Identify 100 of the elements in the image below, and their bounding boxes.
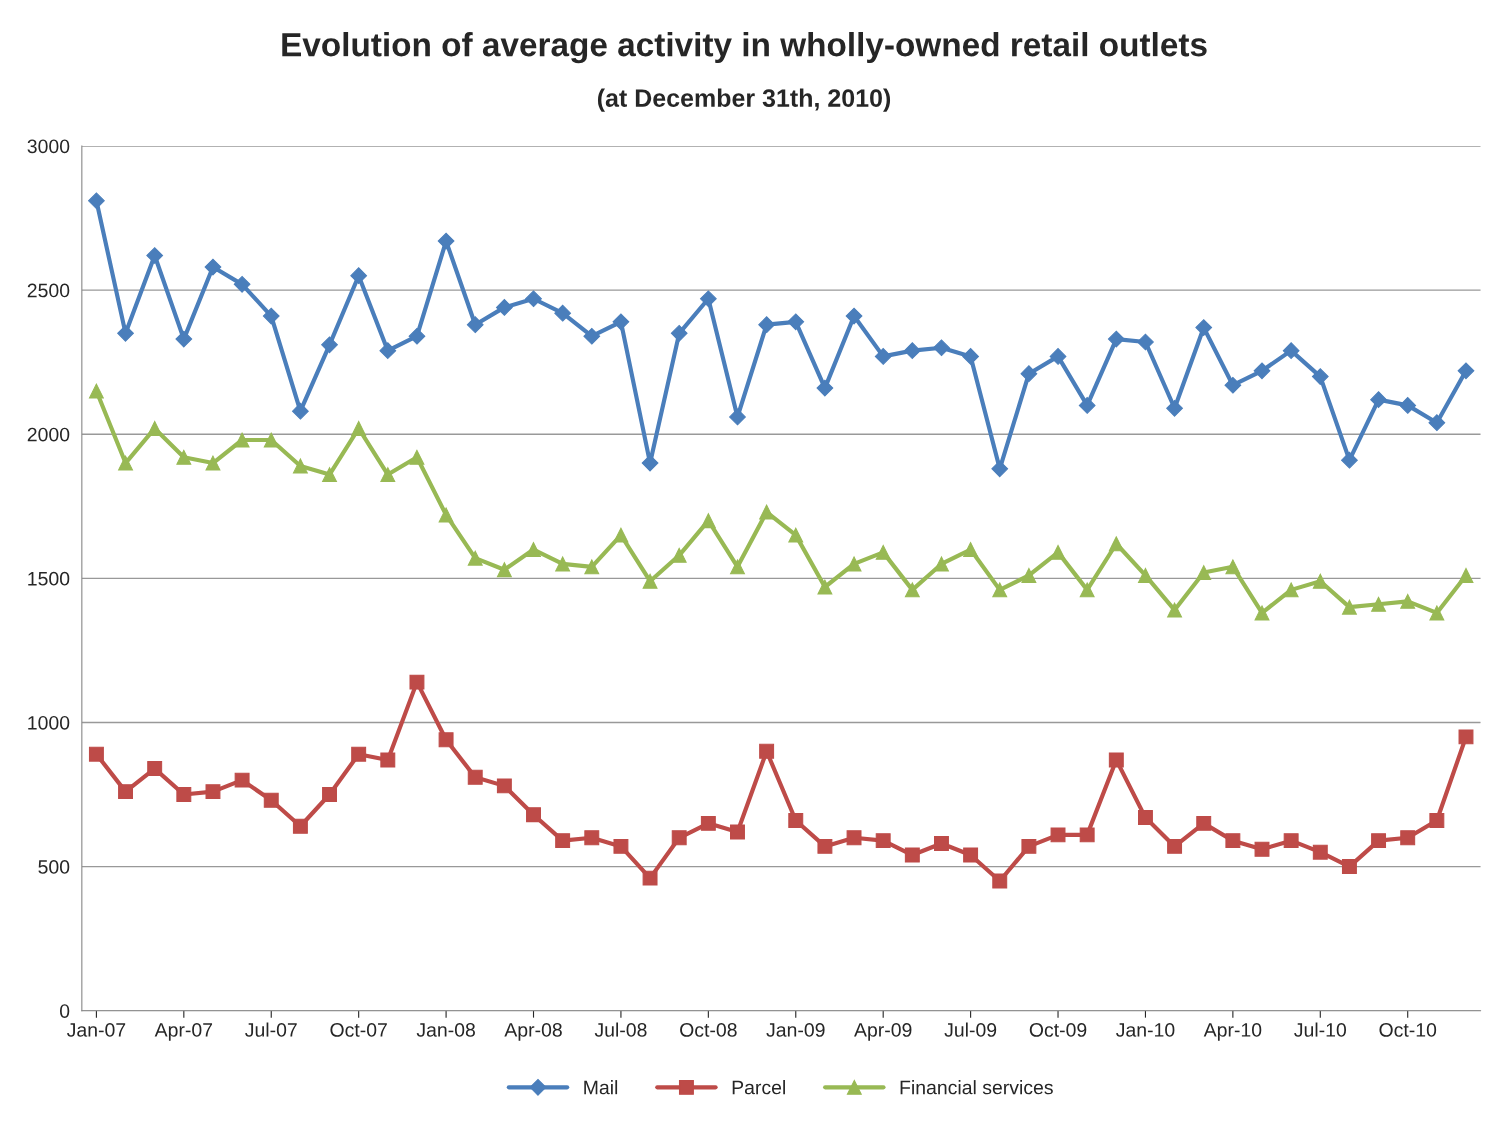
point	[234, 432, 250, 448]
point	[175, 330, 193, 348]
point	[1021, 568, 1037, 583]
point	[1282, 342, 1300, 360]
point	[875, 833, 891, 849]
x-tick-label: Jul-08	[594, 1022, 647, 1037]
x-tick-label: Jan-10	[1116, 1023, 1175, 1037]
point	[118, 784, 134, 800]
point	[1253, 362, 1271, 380]
point	[1137, 333, 1154, 351]
point	[466, 316, 484, 334]
chart-title: Evolution of average activity in wholly-owned retail outlets	[282, 31, 1207, 64]
point	[816, 379, 834, 397]
point	[612, 313, 630, 331]
point	[1428, 414, 1446, 432]
point	[1399, 397, 1417, 414]
legend-label: Mail	[584, 1080, 618, 1095]
point	[584, 559, 600, 575]
point	[351, 746, 367, 762]
point	[700, 815, 716, 831]
point	[875, 544, 891, 560]
point	[1078, 397, 1096, 414]
point	[1108, 752, 1124, 768]
point	[204, 258, 222, 276]
point	[1050, 827, 1066, 843]
y-tick-label: 1000	[28, 715, 70, 730]
point	[642, 870, 658, 886]
point	[1311, 368, 1329, 385]
point	[380, 467, 396, 483]
y-tick-label: 3000	[27, 139, 70, 154]
point	[467, 550, 483, 566]
point	[963, 542, 979, 557]
point	[1458, 729, 1474, 745]
point	[234, 772, 250, 788]
point	[292, 458, 308, 474]
point	[176, 449, 192, 465]
point	[1254, 605, 1270, 621]
point	[467, 769, 483, 785]
point	[350, 267, 368, 285]
point	[263, 792, 279, 808]
point	[1429, 605, 1445, 621]
point	[933, 339, 950, 357]
point	[351, 421, 367, 436]
point	[992, 873, 1008, 889]
point	[1049, 348, 1067, 365]
point	[787, 313, 805, 331]
point	[962, 348, 979, 365]
point	[438, 732, 454, 748]
point	[1167, 602, 1183, 618]
point	[380, 752, 396, 768]
x-tick-label: Oct-07	[330, 1023, 387, 1037]
point	[730, 559, 745, 575]
point	[1312, 844, 1328, 860]
point	[438, 507, 454, 523]
point	[117, 324, 134, 342]
point	[759, 504, 775, 520]
point	[321, 336, 338, 354]
chart-subtitle: (at December 31th, 2010)	[597, 88, 891, 112]
point	[555, 556, 571, 572]
point	[118, 455, 134, 471]
x-tick-label: Oct-08	[680, 1023, 737, 1037]
point	[845, 307, 863, 325]
point	[904, 847, 920, 863]
y-tick-label: 500	[38, 860, 70, 874]
point	[671, 547, 687, 563]
point	[205, 784, 221, 800]
point	[1371, 833, 1387, 849]
point	[846, 830, 862, 846]
point	[1400, 830, 1416, 846]
point	[934, 836, 949, 851]
point	[1371, 596, 1387, 612]
point	[1195, 319, 1213, 336]
point	[1283, 582, 1299, 598]
x-tick-label: Jul-07	[245, 1022, 297, 1037]
x-tick-label: Apr-10	[1203, 1023, 1262, 1041]
point	[1341, 599, 1357, 615]
point	[583, 327, 601, 345]
x-tick-label: Apr-09	[854, 1023, 912, 1041]
point	[1167, 838, 1183, 854]
x-tick-label: Apr-08	[504, 1023, 562, 1041]
point	[1079, 582, 1095, 598]
point	[1166, 399, 1183, 417]
point	[1108, 536, 1124, 552]
point	[322, 787, 337, 802]
legend-label: Financial services	[900, 1080, 1053, 1095]
point	[409, 674, 425, 690]
point	[671, 830, 687, 846]
point	[788, 813, 804, 828]
point	[1370, 391, 1387, 409]
point	[992, 582, 1008, 598]
point	[526, 807, 541, 823]
point	[1341, 859, 1357, 875]
point	[934, 556, 949, 572]
point	[322, 467, 337, 483]
point	[613, 838, 629, 854]
point	[991, 460, 1009, 478]
point	[1196, 565, 1212, 581]
point	[496, 562, 512, 578]
point	[1137, 568, 1153, 583]
point	[233, 275, 251, 293]
